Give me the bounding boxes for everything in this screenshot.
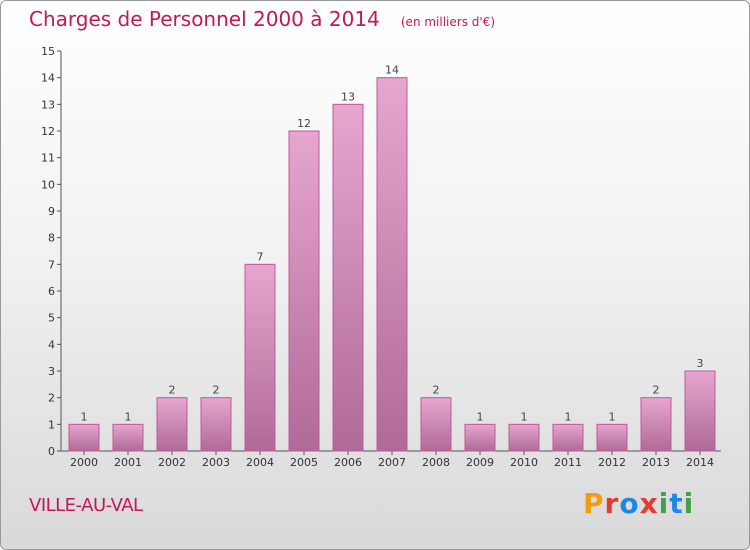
bar-2011 <box>552 423 584 452</box>
bar-2005 <box>288 130 320 452</box>
y-tick-label: 5 <box>48 312 55 325</box>
bar-2006 <box>332 103 364 452</box>
bars <box>68 77 716 452</box>
y-tick-label: 15 <box>41 45 55 58</box>
x-tick-label: 2008 <box>422 456 450 469</box>
bar-2009 <box>464 423 496 452</box>
y-tick-label: 13 <box>41 98 55 111</box>
bar-2003 <box>200 397 232 452</box>
x-tick-label: 2005 <box>290 456 318 469</box>
data-label: 13 <box>341 90 355 103</box>
data-label: 1 <box>125 410 132 423</box>
bar-2007 <box>376 77 408 452</box>
y-tick-label: 10 <box>41 178 55 191</box>
y-tick-label: 2 <box>48 392 55 405</box>
y-tick-label: 11 <box>41 152 55 165</box>
data-label: 1 <box>477 410 484 423</box>
x-tick-label: 2014 <box>686 456 714 469</box>
y-tick-label: 14 <box>41 72 55 85</box>
data-label: 12 <box>297 117 311 130</box>
y-tick-label: 7 <box>48 258 55 271</box>
bar-2002 <box>156 397 188 452</box>
x-tick-label: 2011 <box>554 456 582 469</box>
bar-2014 <box>684 370 716 452</box>
x-tick-label: 2012 <box>598 456 626 469</box>
x-tick-label: 2004 <box>246 456 274 469</box>
x-tick-label: 2009 <box>466 456 494 469</box>
x-tick-label: 2000 <box>70 456 98 469</box>
y-tick-label: 3 <box>48 365 55 378</box>
y-tick-label: 6 <box>48 285 55 298</box>
y-tick-label: 0 <box>48 445 55 458</box>
data-label: 1 <box>609 410 616 423</box>
bar-2010 <box>508 423 540 452</box>
bar-2012 <box>596 423 628 452</box>
y-tick-label: 1 <box>48 418 55 431</box>
x-tick-label: 2006 <box>334 456 362 469</box>
y-tick-label: 9 <box>48 205 55 218</box>
data-label: 1 <box>81 410 88 423</box>
x-tick-label: 2002 <box>158 456 186 469</box>
bar-2004 <box>244 263 276 452</box>
commune-name: VILLE-AU-VAL <box>29 495 143 516</box>
y-tick-label: 8 <box>48 232 55 245</box>
bar-2000 <box>68 423 100 452</box>
y-tick-label: 4 <box>48 338 55 351</box>
x-tick-label: 2001 <box>114 456 142 469</box>
data-label: 7 <box>257 250 264 263</box>
bar-2001 <box>112 423 144 452</box>
proxiti-logo[interactable]: Proxiti <box>583 487 695 520</box>
bar-2013 <box>640 397 672 452</box>
chart-unit: (en milliers d'€) <box>400 15 495 29</box>
title-row: Charges de Personnel 2000 à 2014 (en mil… <box>29 7 495 31</box>
data-label: 2 <box>653 384 660 397</box>
bar-2008 <box>420 397 452 452</box>
y-tick-label: 12 <box>41 125 55 138</box>
data-label: 1 <box>521 410 528 423</box>
data-label: 2 <box>213 384 220 397</box>
x-tick-label: 2003 <box>202 456 230 469</box>
data-label: 1 <box>565 410 572 423</box>
data-label: 2 <box>169 384 176 397</box>
x-tick-label: 2010 <box>510 456 538 469</box>
data-label: 3 <box>697 357 704 370</box>
chart-title: Charges de Personnel 2000 à 2014 <box>29 7 380 31</box>
data-label: 14 <box>385 64 399 77</box>
x-tick-label: 2007 <box>378 456 406 469</box>
data-label: 2 <box>433 384 440 397</box>
x-tick-label: 2013 <box>642 456 670 469</box>
